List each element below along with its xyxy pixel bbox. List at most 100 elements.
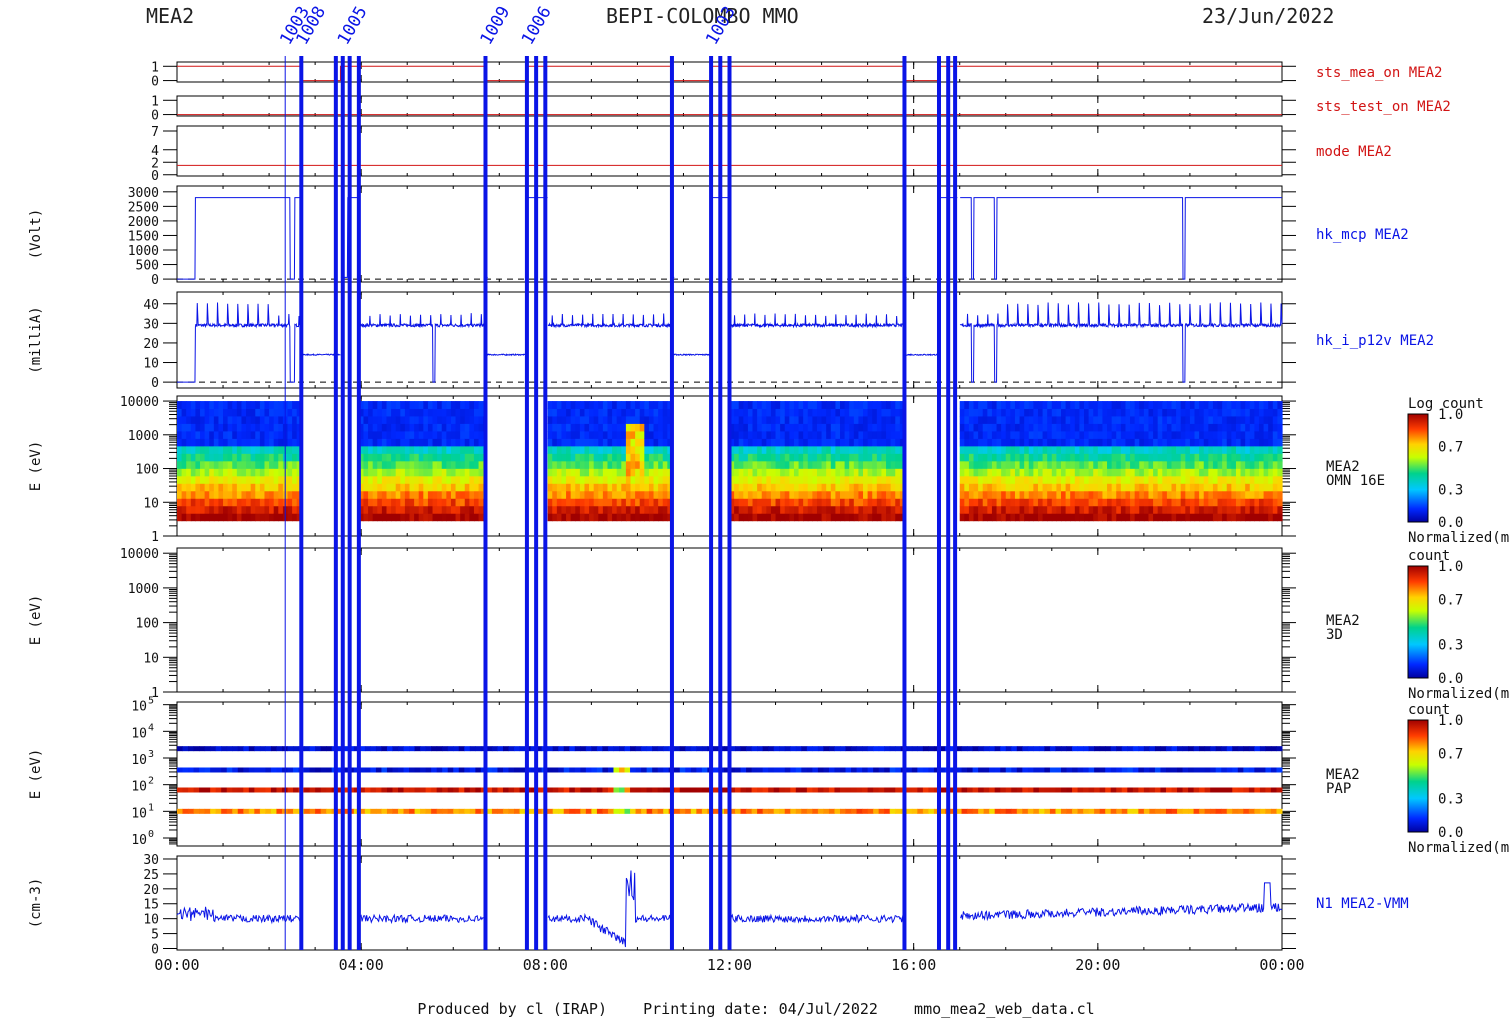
spectrogram-cell bbox=[621, 498, 627, 507]
band-cell bbox=[652, 767, 659, 773]
band-cell bbox=[1204, 787, 1211, 793]
spectrogram-cell bbox=[278, 408, 284, 417]
spectrogram-cell bbox=[872, 490, 878, 499]
spectrogram-cell bbox=[1010, 408, 1016, 417]
spectrogram-cell bbox=[1208, 468, 1214, 477]
spectrogram-cell bbox=[968, 408, 975, 417]
spectrogram-cell bbox=[446, 431, 452, 439]
spectrogram-cell bbox=[547, 468, 553, 477]
spectrogram-cell bbox=[770, 490, 777, 499]
spectrogram-cell bbox=[1249, 498, 1255, 507]
spectrogram-cell bbox=[1217, 498, 1223, 507]
spectrogram-cell bbox=[391, 498, 397, 507]
spectrogram-cell bbox=[1139, 460, 1145, 469]
spectrogram-cell bbox=[427, 483, 434, 492]
spectrogram-cell bbox=[1120, 445, 1127, 454]
spectrogram-cell bbox=[1024, 490, 1030, 499]
spectrogram-cell bbox=[621, 475, 627, 484]
spectrogram-cell bbox=[612, 423, 618, 432]
spectrogram-cell bbox=[1019, 505, 1025, 514]
spectrogram-cell bbox=[1125, 475, 1131, 484]
spectrogram-cell bbox=[959, 438, 965, 447]
band-cell bbox=[933, 767, 940, 773]
spectrogram-cell bbox=[1001, 513, 1007, 522]
spectrogram-cell bbox=[658, 468, 664, 477]
spectrogram-cell bbox=[287, 505, 293, 514]
spectrogram-cell bbox=[455, 431, 461, 439]
spectrogram-cell bbox=[250, 468, 256, 477]
spectrogram-cell bbox=[414, 490, 420, 499]
spectrogram-cell bbox=[1231, 431, 1237, 439]
spectrogram-cell bbox=[1258, 445, 1265, 454]
band-cell bbox=[1011, 746, 1018, 752]
spectrogram-cell bbox=[1162, 416, 1168, 424]
spectrogram-cell bbox=[840, 483, 846, 492]
spectrogram-cell bbox=[881, 431, 887, 439]
spectrogram-cell bbox=[1180, 505, 1186, 514]
spectrogram-cell bbox=[446, 438, 452, 447]
spectrogram-cell bbox=[780, 401, 786, 409]
spectrogram-cell bbox=[849, 505, 855, 514]
band-cell bbox=[784, 746, 791, 752]
spectrogram-cell bbox=[552, 445, 558, 454]
spectrogram-cell bbox=[964, 416, 970, 424]
spectrogram-cell bbox=[593, 438, 599, 447]
band-cell bbox=[237, 787, 244, 793]
event-label: 1009 bbox=[476, 3, 514, 48]
spectrogram-cell bbox=[190, 468, 197, 477]
series-line bbox=[177, 302, 1283, 383]
spectrogram-cell bbox=[996, 475, 1002, 484]
spectrogram-cell bbox=[830, 468, 836, 477]
spectrogram-cell bbox=[964, 438, 970, 447]
spectrogram-cell bbox=[273, 460, 279, 469]
band-cell bbox=[204, 767, 211, 773]
spectrogram-cell bbox=[1249, 401, 1255, 409]
spectrogram-cell bbox=[368, 483, 374, 492]
spectrogram-cell bbox=[598, 475, 604, 484]
band-cell bbox=[602, 787, 609, 793]
spectrogram-cell bbox=[598, 483, 604, 492]
spectrogram-cell bbox=[213, 431, 220, 439]
spectrogram-cell bbox=[1056, 468, 1062, 477]
band-cell bbox=[696, 808, 703, 814]
spectrogram-cell bbox=[1176, 408, 1182, 417]
spectrogram-cell bbox=[1134, 483, 1140, 492]
spectrogram-cell bbox=[460, 408, 466, 417]
spectrogram-cell bbox=[812, 498, 818, 507]
band-cell bbox=[1033, 808, 1040, 814]
spectrogram-cell bbox=[450, 423, 457, 432]
spectrogram-cell bbox=[738, 490, 744, 499]
spectrogram-cell bbox=[232, 423, 238, 432]
spectrogram-cell bbox=[621, 438, 627, 447]
panel-label: MEA2 bbox=[1326, 459, 1360, 475]
spectrogram-cell bbox=[255, 453, 261, 462]
band-cell bbox=[889, 808, 896, 814]
spectrogram-cell bbox=[1143, 438, 1150, 447]
spectrogram-cell bbox=[1042, 505, 1048, 514]
band-cell bbox=[773, 787, 780, 793]
spectrogram-cell bbox=[278, 460, 284, 469]
spectrogram-cell bbox=[1047, 431, 1053, 439]
spectrogram-cell bbox=[269, 401, 275, 409]
band-cell bbox=[458, 787, 465, 793]
spectrogram-cell bbox=[784, 408, 790, 417]
spectrogram-cell bbox=[598, 453, 604, 462]
spectrogram-cell bbox=[255, 438, 261, 447]
spectrogram-cell bbox=[181, 431, 187, 439]
spectrogram-cell bbox=[1070, 468, 1076, 477]
band-cell bbox=[652, 808, 659, 814]
band-cell bbox=[1259, 767, 1266, 773]
spectrogram-cell bbox=[784, 490, 790, 499]
band-cell bbox=[735, 767, 742, 773]
spectrogram-cell bbox=[1185, 445, 1191, 454]
spectrogram-cell bbox=[1074, 513, 1081, 522]
spectrogram-cell bbox=[996, 445, 1002, 454]
spectrogram-cell bbox=[1116, 453, 1122, 462]
spectrogram-cell bbox=[1240, 445, 1246, 454]
spectrogram-cell bbox=[1180, 445, 1186, 454]
spectrogram-cell bbox=[1102, 475, 1108, 484]
spectrogram-cell bbox=[1235, 505, 1242, 514]
band-cell bbox=[895, 767, 902, 773]
band-cell bbox=[1248, 767, 1255, 773]
band-cell bbox=[933, 808, 940, 814]
